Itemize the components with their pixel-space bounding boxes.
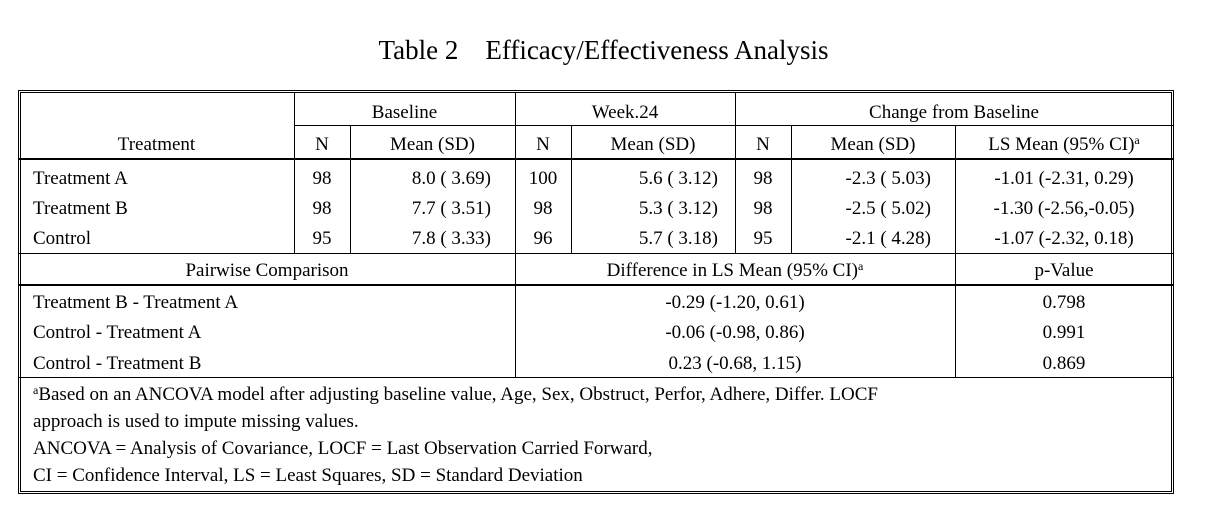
cell-baseline-n: 95 (312, 228, 332, 249)
footnote-marker: a (1134, 133, 1140, 147)
cell-baseline-n: 98 (312, 198, 332, 219)
pairwise-row-diff: -0.29 (-1.20, 0.61) (665, 292, 805, 313)
pairwise-header-rule (19, 284, 1173, 286)
cell-baseline-mean: 7.8 ( 3.33) (411, 228, 491, 249)
col-header-mean-sd: Mean (SD) (610, 134, 696, 155)
col-divider (735, 93, 736, 253)
cell-week24-n: 98 (533, 198, 553, 219)
cell-change-mean: -2.5 ( 5.02) (845, 198, 931, 219)
cell-week24-mean: 5.6 ( 3.12) (638, 168, 718, 189)
col-header-n: N (315, 134, 329, 155)
cell-week24-mean: 5.7 ( 3.18) (638, 228, 718, 249)
pairwise-row-p: 0.798 (1042, 292, 1086, 313)
group-header-week24: Week.24 (591, 102, 659, 123)
cell-ls-mean: -1.30 (-2.56,-0.05) (993, 198, 1135, 219)
col-header-ls-mean: LS Mean (95% CI)a (988, 133, 1140, 155)
cell-week24-mean: 5.3 ( 3.12) (638, 198, 718, 219)
footnote-marker: a (33, 383, 39, 397)
group-header-change: Change from Baseline (869, 102, 1039, 123)
row-treatment-label: Treatment A (33, 168, 128, 189)
cell-change-n: 95 (753, 228, 773, 249)
treatment-section-end-rule (19, 253, 1173, 254)
cell-change-mean: -2.1 ( 4.28) (845, 228, 931, 249)
cell-week24-n: 100 (528, 168, 558, 189)
footnote-line: CI = Confidence Interval, LS = Least Squ… (33, 465, 583, 486)
pairwise-row-label: Treatment B - Treatment A (33, 292, 239, 313)
pairwise-row-p: 0.991 (1042, 322, 1086, 343)
pairwise-row-label: Control - Treatment A (33, 322, 202, 343)
footnote-line: approach is used to impute missing value… (33, 411, 359, 432)
cell-change-n: 98 (753, 198, 773, 219)
pairwise-row-p: 0.869 (1042, 353, 1086, 374)
row-treatment-label: Treatment B (33, 198, 128, 219)
col-divider (350, 125, 351, 253)
cell-baseline-mean: 7.7 ( 3.51) (411, 198, 491, 219)
cell-ls-mean: -1.07 (-2.32, 0.18) (994, 228, 1134, 249)
group-header-rule (294, 125, 1173, 126)
cell-change-n: 98 (753, 168, 773, 189)
pairwise-header: Pairwise Comparison (185, 260, 349, 281)
col-header-n: N (756, 134, 770, 155)
pairwise-row-diff: -0.06 (-0.98, 0.86) (665, 322, 805, 343)
cell-ls-mean: -1.01 (-2.31, 0.29) (994, 168, 1134, 189)
footnote-rule (19, 377, 1173, 378)
cell-baseline-n: 98 (312, 168, 332, 189)
col-header-n: N (536, 134, 550, 155)
cell-change-mean: -2.3 ( 5.03) (845, 168, 931, 189)
table-title: Table 2 Efficacy/Effectiveness Analysis (378, 35, 829, 65)
footnote-line: aBased on an ANCOVA model after adjustin… (33, 383, 878, 405)
cell-baseline-mean: 8.0 ( 3.69) (411, 168, 491, 189)
p-value-header: p-Value (1034, 260, 1094, 281)
footnote-line: ANCOVA = Analysis of Covariance, LOCF = … (33, 438, 653, 459)
col-divider (515, 93, 516, 377)
row-treatment-label: Control (33, 228, 92, 249)
diff-header: Difference in LS Mean (95% CI)a (606, 259, 864, 281)
col-divider (294, 93, 295, 253)
efficacy-table: Baseline Week.24 Change from Baseline Tr… (18, 90, 1174, 494)
column-header-rule (19, 158, 1173, 160)
col-header-treatment: Treatment (117, 134, 196, 155)
footnote-marker: a (858, 259, 864, 273)
col-divider (955, 125, 956, 377)
pairwise-row-diff: 0.23 (-0.68, 1.15) (668, 353, 802, 374)
col-divider (571, 125, 572, 253)
cell-week24-n: 96 (533, 228, 553, 249)
col-header-mean-sd: Mean (SD) (830, 134, 916, 155)
col-divider (791, 125, 792, 253)
group-header-baseline: Baseline (371, 102, 438, 123)
col-header-mean-sd: Mean (SD) (390, 134, 475, 155)
pairwise-row-label: Control - Treatment B (33, 353, 202, 374)
